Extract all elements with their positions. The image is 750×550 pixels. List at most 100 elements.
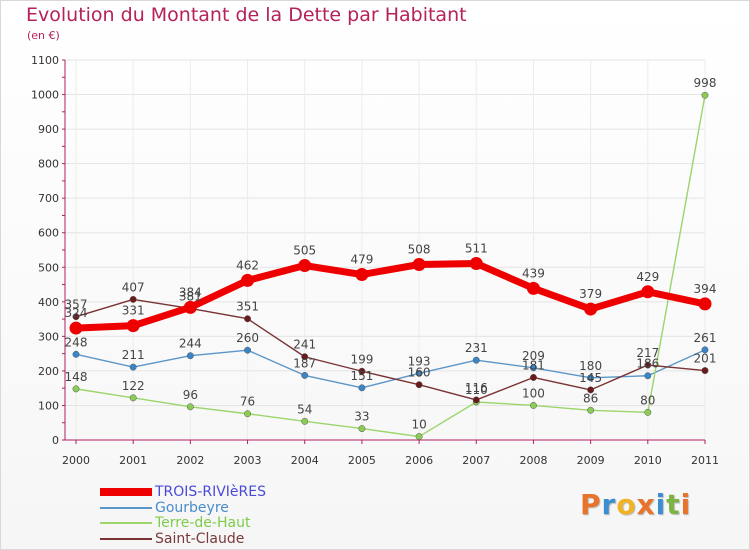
y-tick-label: 300 [38, 330, 59, 343]
data-point [415, 381, 423, 389]
legend-swatch [100, 488, 152, 496]
data-point [129, 394, 137, 402]
data-label: 505 [293, 244, 316, 258]
data-label: 407 [122, 280, 145, 294]
data-label: 439 [522, 266, 545, 280]
data-point [412, 258, 426, 272]
data-point [241, 273, 255, 287]
x-tick-label: 2011 [691, 454, 719, 467]
data-point [298, 259, 312, 273]
data-label: 357 [65, 298, 88, 312]
data-point [641, 285, 655, 299]
legend-swatch [100, 506, 152, 509]
data-point [415, 433, 423, 440]
legend-label: Saint-Claude [155, 530, 245, 547]
y-tick-label: 800 [38, 158, 59, 171]
series-layer [69, 91, 712, 440]
data-label: 187 [293, 356, 316, 370]
legend-swatch [100, 537, 152, 540]
x-tick-label: 2003 [234, 454, 262, 467]
data-point [587, 374, 595, 382]
data-label: 324 [65, 306, 88, 320]
data-point [472, 396, 480, 404]
data-label: 86 [583, 391, 598, 405]
data-label: 186 [636, 357, 659, 371]
data-label: 160 [408, 366, 431, 380]
data-label: 394 [694, 282, 717, 296]
data-point [244, 346, 251, 354]
data-point [358, 367, 366, 375]
data-label: 511 [465, 241, 488, 255]
data-label: 384 [179, 285, 202, 299]
y-tick-label: 600 [38, 227, 59, 240]
data-label: 261 [694, 331, 717, 345]
data-label: 379 [579, 287, 602, 301]
data-label: 181 [522, 358, 545, 372]
data-point [587, 406, 595, 414]
data-label: 998 [694, 76, 717, 90]
data-point [644, 372, 652, 380]
data-point [72, 385, 80, 393]
data-point [244, 410, 251, 418]
data-point [129, 363, 137, 371]
data-label: 241 [293, 338, 316, 352]
series-line-gourbeyre [75, 349, 706, 389]
data-label: 148 [65, 370, 88, 384]
x-tick-label: 2002 [176, 454, 204, 467]
data-label: 201 [694, 352, 717, 366]
data-label: 151 [350, 369, 373, 383]
data-point [584, 302, 598, 316]
legend-swatch [100, 522, 152, 524]
x-tick-label: 2006 [405, 454, 433, 467]
data-point [69, 321, 83, 335]
data-point [587, 386, 595, 394]
y-tick-label: 200 [38, 365, 59, 378]
grid [65, 59, 706, 441]
data-point [701, 367, 709, 375]
y-tick-label: 700 [38, 192, 59, 205]
data-point [126, 319, 140, 333]
series-line-terre-de-haut [75, 95, 706, 438]
data-label: 193 [408, 354, 431, 368]
data-point [530, 374, 537, 381]
data-point [530, 364, 537, 372]
x-tick-label: 2008 [519, 454, 547, 467]
data-point [526, 281, 540, 295]
data-label: 76 [240, 395, 255, 409]
data-point [186, 403, 194, 411]
data-point [358, 425, 366, 433]
y-tick-label: 100 [38, 399, 59, 412]
data-labels: 248 211 244 260 187 151 193 231 209 180 186 261 148 1… [65, 76, 717, 431]
data-label: 462 [236, 258, 259, 272]
data-label: 217 [636, 346, 659, 360]
data-point [72, 350, 80, 358]
x-tick-label: 2010 [634, 454, 662, 467]
data-label: 231 [465, 341, 488, 355]
data-point [183, 300, 197, 314]
data-label: 145 [579, 371, 602, 385]
data-point [129, 295, 137, 303]
y-tick-label: 400 [38, 296, 59, 309]
data-point [72, 313, 80, 321]
data-point [186, 352, 194, 360]
y-tick-label: 0 [52, 434, 59, 447]
data-label: 508 [408, 243, 431, 257]
chart-title: Evolution du Montant de la Dette par Hab… [26, 4, 467, 26]
x-tick-label: 2001 [119, 454, 147, 467]
data-point [415, 369, 423, 377]
data-label: 33 [354, 410, 369, 424]
data-label: 244 [179, 337, 202, 351]
data-point [301, 353, 309, 361]
data-label: 199 [350, 352, 373, 366]
x-tick-label: 2009 [577, 454, 605, 467]
data-label: 331 [122, 304, 145, 318]
data-point [472, 356, 480, 364]
legend-label: TROIS-RIVIèRES [155, 484, 267, 500]
y-tick-label: 500 [38, 261, 59, 274]
legend-label: Terre-de-Haut [155, 515, 251, 531]
data-label: 429 [636, 270, 659, 284]
data-point [530, 402, 537, 409]
x-tick-label: 2007 [462, 454, 490, 467]
data-point [469, 256, 483, 270]
data-point [301, 371, 309, 379]
